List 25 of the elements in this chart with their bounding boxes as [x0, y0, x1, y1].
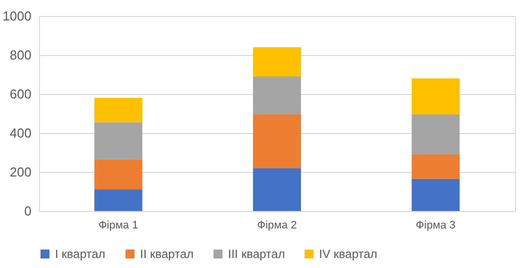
x-tick-label: Фірма 1 — [98, 220, 138, 232]
y-tick-label: 600 — [10, 86, 32, 102]
bar — [412, 78, 460, 114]
bar — [253, 168, 301, 211]
bar — [412, 154, 460, 179]
y-tick-label: 800 — [10, 48, 32, 62]
bar — [412, 178, 460, 211]
x-tick-label: Фірма 3 — [416, 220, 456, 232]
legend-label: IV квартал — [319, 247, 378, 261]
bar — [94, 98, 142, 122]
y-tick-label: 200 — [10, 164, 32, 180]
bar — [94, 122, 142, 160]
legend-label: I квартал — [55, 247, 106, 261]
bar — [253, 114, 301, 168]
y-tick-label: 400 — [10, 126, 32, 140]
bar — [253, 76, 301, 114]
legend-label: III квартал — [228, 247, 285, 261]
y-tick-label: 1000 — [2, 8, 32, 24]
x-tick-label: Фірма 2 — [257, 220, 297, 232]
bar — [94, 190, 142, 211]
bar — [94, 159, 142, 190]
bar — [253, 47, 301, 76]
bar — [412, 114, 460, 154]
y-tick-label: 0 — [24, 204, 32, 218]
legend-label: II квартал — [140, 247, 194, 261]
